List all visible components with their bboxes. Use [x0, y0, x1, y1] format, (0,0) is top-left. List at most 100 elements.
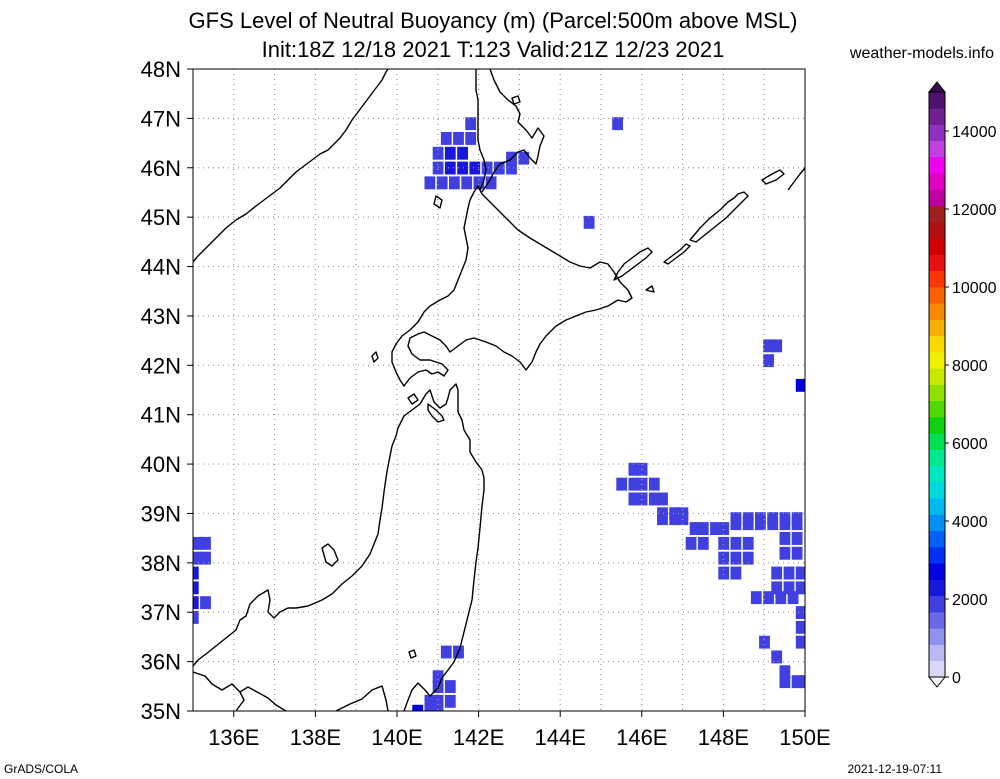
data-cell: [485, 176, 497, 190]
data-cell: [648, 477, 660, 491]
data-cell: [432, 694, 444, 708]
colorbar-label: 4000: [952, 514, 988, 531]
data-cell: [481, 161, 493, 175]
colorbar-label: 6000: [952, 436, 988, 453]
data-cell: [493, 161, 505, 175]
data-cell: [193, 581, 199, 595]
data-cell: [685, 536, 697, 550]
data-cell: [767, 512, 779, 526]
data-cell: [412, 704, 424, 711]
data-cell: [775, 591, 787, 605]
colorbar-swatch: [929, 530, 945, 548]
data-cell: [795, 635, 805, 649]
data-cell: [200, 596, 211, 610]
colorbar-swatch: [929, 124, 945, 142]
data-cell: [432, 146, 444, 160]
data-cell: [783, 566, 795, 580]
lat-tick-label: 43N: [141, 304, 181, 329]
data-cell: [742, 536, 754, 550]
data-cell: [453, 132, 464, 145]
lat-tick-label: 48N: [141, 57, 181, 82]
lat-tick-label: 41N: [141, 403, 181, 428]
data-cell: [461, 176, 473, 190]
data-cell: [799, 675, 805, 689]
data-cell: [730, 551, 742, 565]
data-cell: [465, 117, 477, 131]
data-cell: [465, 132, 477, 145]
data-cell: [657, 492, 668, 506]
colorbar-swatch: [929, 400, 945, 418]
data-cell: [193, 551, 203, 565]
data-cell: [200, 536, 211, 550]
data-cell: [193, 566, 199, 580]
data-cell: [449, 176, 460, 190]
colorbar-label: 12000: [952, 202, 997, 219]
data-cell: [436, 176, 448, 190]
lat-tick-label: 40N: [141, 452, 181, 477]
lat-tick-label: 47N: [141, 106, 181, 131]
colorbar-swatch: [929, 498, 945, 515]
data-cell: [583, 215, 595, 229]
data-cell: [791, 546, 803, 560]
lon-tick-label: 140E: [371, 725, 422, 750]
data-cell: [750, 591, 762, 605]
data-cell: [424, 704, 436, 711]
data-cell: [779, 675, 791, 689]
data-cell: [636, 492, 648, 506]
lat-tick-label: 45N: [141, 205, 181, 230]
colorbar-swatch: [929, 482, 945, 499]
data-cell: [730, 566, 742, 580]
data-cell: [200, 551, 211, 565]
data-cell: [795, 581, 805, 595]
data-cell: [444, 161, 456, 175]
data-cells: [193, 117, 805, 711]
colorbar-swatch: [929, 303, 945, 320]
colorbar-swatch: [929, 595, 945, 613]
colorbar-label: 0: [952, 670, 961, 687]
colorbar-swatch: [929, 563, 945, 580]
data-cell: [791, 675, 803, 689]
lon-tick-label: 136E: [208, 725, 259, 750]
colorbar-swatch: [929, 287, 945, 304]
data-cell: [628, 462, 640, 476]
data-cell: [791, 512, 803, 526]
data-cell: [677, 512, 689, 526]
data-cell: [787, 591, 799, 605]
colorbar-frame: [928, 91, 946, 678]
lat-tick-label: 37N: [141, 600, 181, 625]
data-cell: [771, 581, 783, 595]
data-cell: [779, 665, 791, 679]
data-cell: [432, 704, 444, 711]
lon-tick-label: 138E: [290, 725, 341, 750]
data-cell: [506, 161, 517, 175]
map-title: GFS Level of Neutral Buoyancy (m) (Parce…: [188, 8, 798, 33]
colorbar-swatch: [929, 270, 945, 288]
data-cell: [763, 591, 774, 605]
data-cell: [771, 339, 783, 353]
data-cell: [718, 536, 730, 550]
data-cell: [730, 536, 742, 550]
data-cell: [440, 645, 452, 659]
colorbar-label: 2000: [952, 592, 988, 609]
colorbar-swatch: [929, 92, 945, 109]
coastline: [193, 69, 805, 711]
colorbar-swatch: [929, 352, 945, 369]
colorbar-swatch: [929, 514, 945, 532]
colorbar-label: 10000: [952, 280, 997, 297]
data-cell: [424, 694, 436, 708]
data-cell: [616, 477, 628, 491]
data-cell: [193, 596, 199, 610]
colorbar-swatch: [929, 660, 945, 678]
data-cell: [795, 566, 805, 580]
colorbar-swatch: [929, 644, 945, 662]
colorbar-swatch: [929, 547, 945, 564]
lat-tick-label: 44N: [141, 255, 181, 280]
colorbar-swatch: [929, 628, 945, 645]
grid-lines: [193, 69, 805, 711]
data-cell: [612, 117, 623, 131]
data-cell: [193, 536, 203, 550]
colorbar-swatch: [929, 205, 945, 223]
data-cell: [771, 650, 783, 664]
colorbar-swatch: [929, 449, 945, 467]
